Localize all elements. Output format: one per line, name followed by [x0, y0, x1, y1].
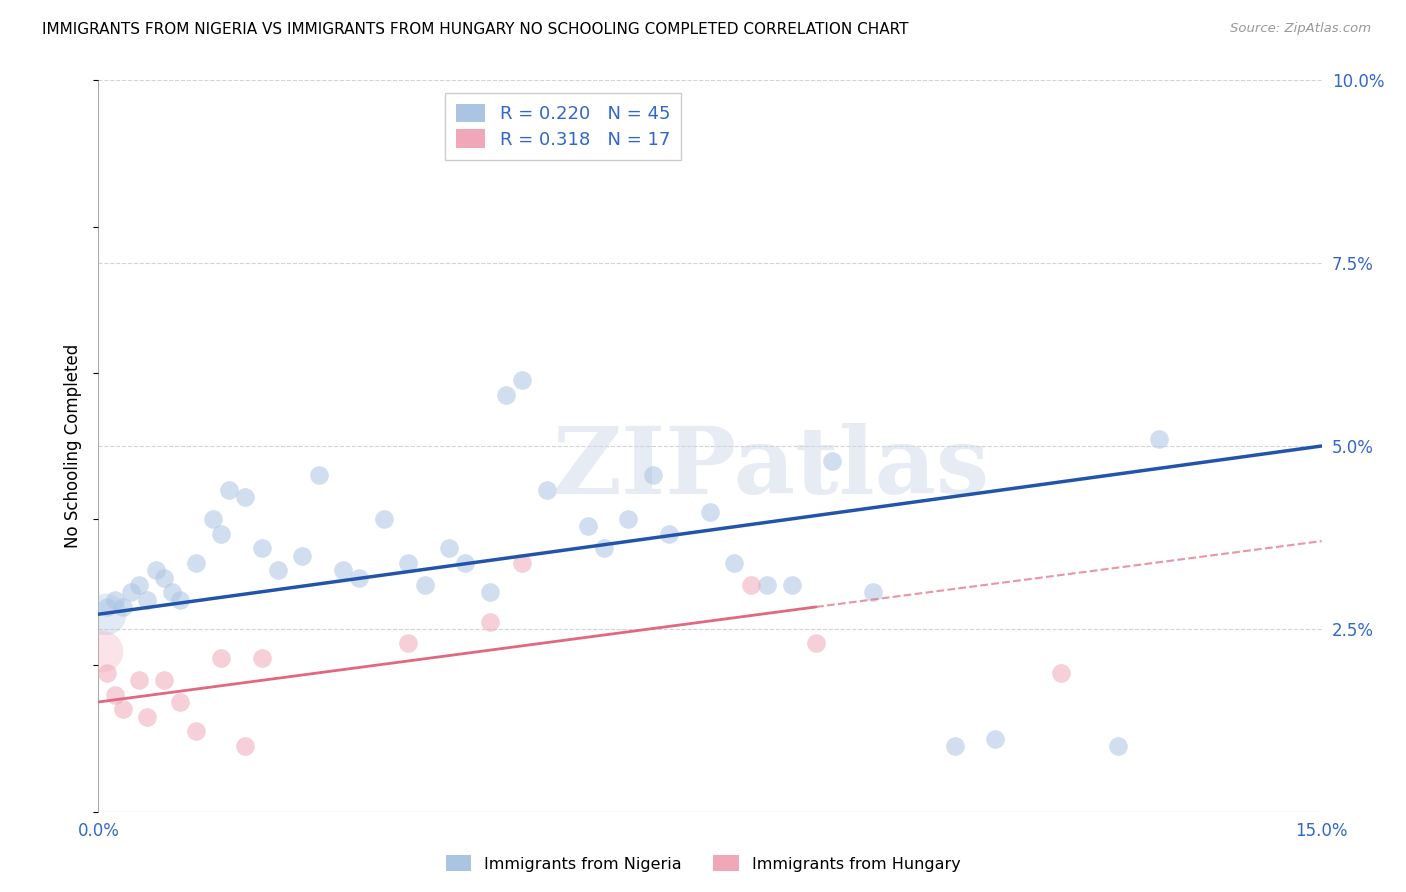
Point	[1049, 665, 1071, 680]
Point	[160, 585, 183, 599]
Point	[723, 556, 745, 570]
Point	[96, 599, 118, 614]
Point	[145, 563, 167, 577]
Point	[111, 702, 134, 716]
Point	[201, 512, 224, 526]
Point	[437, 541, 460, 556]
Point	[804, 636, 827, 650]
Legend: Immigrants from Nigeria, Immigrants from Hungary: Immigrants from Nigeria, Immigrants from…	[437, 847, 969, 880]
Text: IMMIGRANTS FROM NIGERIA VS IMMIGRANTS FROM HUNGARY NO SCHOOLING COMPLETED CORREL: IMMIGRANTS FROM NIGERIA VS IMMIGRANTS FR…	[42, 22, 908, 37]
Point	[136, 592, 159, 607]
Point	[152, 571, 174, 585]
Point	[308, 468, 330, 483]
Point	[984, 731, 1007, 746]
Legend: R = 0.220   N = 45, R = 0.318   N = 17: R = 0.220 N = 45, R = 0.318 N = 17	[446, 93, 681, 160]
Point	[233, 739, 256, 753]
Point	[576, 519, 599, 533]
Point	[821, 453, 844, 467]
Point	[478, 615, 501, 629]
Point	[128, 673, 150, 687]
Text: ZIPatlas: ZIPatlas	[553, 423, 990, 513]
Point	[94, 607, 117, 622]
Point	[104, 592, 127, 607]
Point	[111, 599, 134, 614]
Point	[96, 665, 118, 680]
Point	[250, 651, 273, 665]
Point	[740, 578, 762, 592]
Point	[658, 526, 681, 541]
Point	[209, 526, 232, 541]
Point	[512, 556, 534, 570]
Point	[349, 571, 371, 585]
Point	[373, 512, 395, 526]
Point	[699, 505, 721, 519]
Text: Source: ZipAtlas.com: Source: ZipAtlas.com	[1230, 22, 1371, 36]
Point	[267, 563, 290, 577]
Point	[186, 724, 208, 739]
Point	[943, 739, 966, 753]
Point	[495, 388, 517, 402]
Point	[186, 556, 208, 570]
Point	[780, 578, 803, 592]
Point	[641, 468, 664, 483]
Point	[136, 709, 159, 723]
Point	[250, 541, 273, 556]
Point	[169, 695, 191, 709]
Point	[1107, 739, 1129, 753]
Point	[169, 592, 191, 607]
Point	[104, 688, 127, 702]
Point	[332, 563, 354, 577]
Point	[218, 483, 240, 497]
Point	[454, 556, 477, 570]
Point	[756, 578, 779, 592]
Y-axis label: No Schooling Completed: No Schooling Completed	[65, 344, 83, 548]
Point	[593, 541, 616, 556]
Point	[91, 644, 114, 658]
Point	[396, 556, 419, 570]
Point	[128, 578, 150, 592]
Point	[233, 490, 256, 504]
Point	[478, 585, 501, 599]
Point	[209, 651, 232, 665]
Point	[152, 673, 174, 687]
Point	[536, 483, 558, 497]
Point	[617, 512, 640, 526]
Point	[413, 578, 436, 592]
Point	[396, 636, 419, 650]
Point	[862, 585, 884, 599]
Point	[1147, 432, 1170, 446]
Point	[291, 549, 314, 563]
Point	[120, 585, 142, 599]
Point	[512, 373, 534, 387]
